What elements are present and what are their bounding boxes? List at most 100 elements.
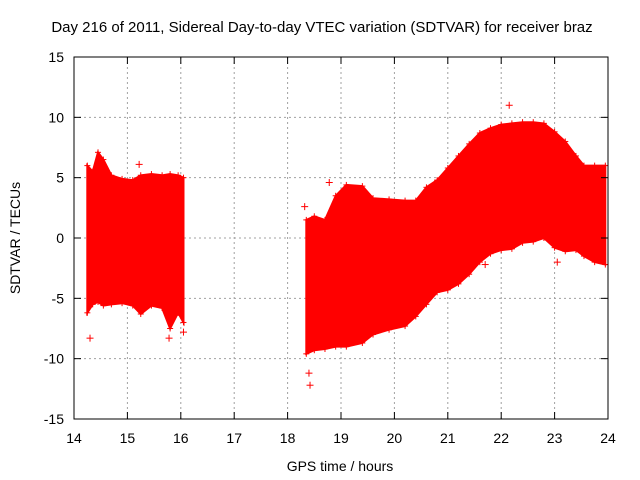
data-point [498,247,505,254]
y-tick-label: -10 [44,351,64,367]
data-point [487,250,494,257]
data-point [303,216,310,223]
x-tick-label: 22 [493,430,509,446]
data-point [311,213,318,220]
data-point [359,339,366,346]
outlier-point [306,381,314,389]
data-point [321,216,328,223]
data-point [180,174,187,181]
data-point [343,343,350,350]
plot-area [84,101,609,389]
data-point [89,301,96,308]
data-point [455,152,462,159]
data-point [530,119,537,126]
data-point [343,181,350,188]
data-point [602,261,609,268]
data-point [386,196,393,203]
data-point [100,302,107,309]
data-point [591,162,598,169]
x-tick-label: 20 [387,430,403,446]
data-point [572,152,579,159]
outlier-point [325,178,333,186]
data-point [108,172,115,179]
data-point [148,302,155,309]
data-point [167,171,174,178]
x-tick-label: 23 [547,430,563,446]
data-point [370,195,377,202]
outlier-point [553,258,561,266]
outlier-point [481,261,489,269]
x-tick-label: 24 [600,430,616,446]
data-point [137,172,144,179]
data-point [84,162,91,169]
data-point [580,162,587,169]
data-point [476,259,483,266]
data-point [311,347,318,354]
data-point [580,253,587,260]
data-point [412,313,419,320]
data-point [466,271,473,278]
x-tick-label: 14 [66,430,82,446]
data-point [370,331,377,338]
outlier-point [505,101,513,109]
y-tick-label: -5 [52,290,65,306]
data-point [540,235,547,241]
data-point [402,323,409,330]
data-point [562,248,569,255]
data-point [332,192,339,199]
y-tick-label: 0 [56,230,64,246]
data-band-segment-2 [305,121,607,356]
data-point [175,172,182,179]
x-tick-label: 21 [440,430,456,446]
y-axis-label: SDTVAR / TECUs [7,182,23,294]
data-point [602,162,609,169]
x-tick-label: 16 [173,430,189,446]
data-point [95,149,102,156]
data-point [455,280,462,287]
y-tick-label: 5 [56,170,64,186]
data-point [167,325,174,332]
data-point [159,172,166,179]
outlier-point [179,328,187,336]
data-point [562,138,569,145]
data-point [466,140,473,147]
data-point [519,239,526,246]
data-point [444,165,451,172]
data-point [423,301,430,308]
outlier-point [135,160,143,168]
data-point [412,197,419,204]
data-point [444,286,451,293]
outlier-point [86,334,94,342]
data-point [119,300,126,307]
data-point [148,171,155,178]
x-tick-label: 17 [226,430,242,446]
data-point [551,128,558,135]
y-tick-label: 15 [48,49,64,65]
data-point [551,244,558,251]
data-point [476,130,483,137]
data-point [508,245,515,252]
data-point [572,247,579,254]
x-axis-label: GPS time / hours [287,458,394,474]
data-point [498,121,505,128]
data-point [402,197,409,204]
data-point [332,343,339,350]
data-point [591,259,598,266]
data-point [423,184,430,191]
data-point [129,177,136,184]
data-point [84,309,91,316]
data-point [129,302,136,309]
x-tick-label: 18 [280,430,296,446]
data-point [434,289,441,296]
data-point [434,177,441,184]
axis-ticks: 14 15 16 17 18 19 20 21 22 23 24 15 10 5 0 -5 -10 -15 [44,49,616,446]
data-point [487,125,494,132]
data-point [159,304,166,311]
data-point [175,309,182,316]
data-point [108,301,115,308]
y-tick-label: 10 [48,109,64,125]
data-point [303,350,310,357]
outlier-point [165,334,173,342]
data-band-segment-1 [86,150,185,331]
